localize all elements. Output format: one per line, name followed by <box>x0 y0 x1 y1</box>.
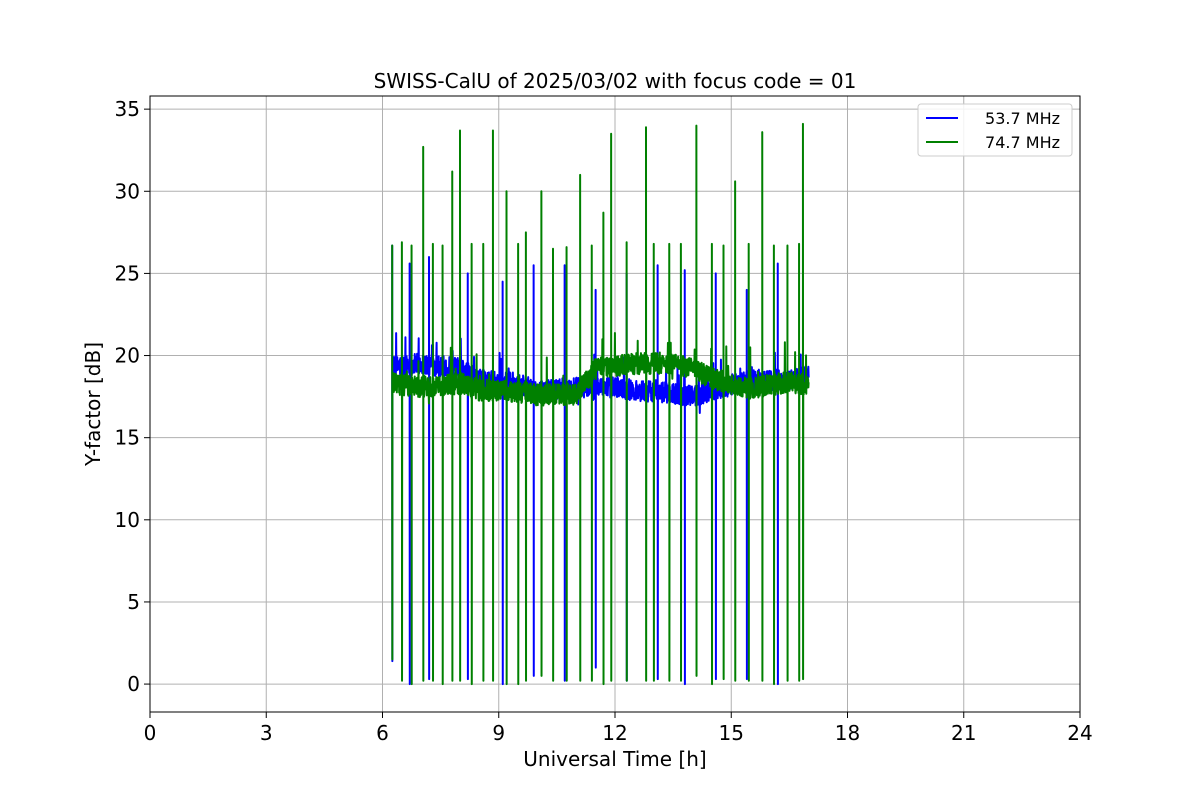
x-tick-label: 15 <box>719 721 744 745</box>
ticks: 0 3 6 9 12 15 18 21 24 0 5 10 15 20 25 30 35 <box>115 97 1093 745</box>
x-tick-label: 24 <box>1067 721 1092 745</box>
y-tick-label: 0 <box>127 672 140 696</box>
plot-area <box>391 122 810 686</box>
y-tick-label: 15 <box>115 426 140 450</box>
y-tick-label: 20 <box>115 344 140 368</box>
x-tick-label: 12 <box>602 721 627 745</box>
x-tick-label: 6 <box>376 721 389 745</box>
y-tick-label: 35 <box>115 97 140 121</box>
y-axis-label: Y-factor [dB] <box>81 342 105 467</box>
chart-title: SWISS-CalU of 2025/03/02 with focus code… <box>374 69 857 93</box>
series-line-2 <box>391 122 810 686</box>
y-tick-label: 25 <box>115 261 140 285</box>
x-tick-label: 21 <box>951 721 976 745</box>
y-tick-label: 5 <box>127 590 140 614</box>
legend-label: 53.7 MHz <box>985 109 1060 128</box>
x-tick-label: 9 <box>492 721 505 745</box>
x-tick-label: 18 <box>835 721 860 745</box>
x-tick-label: 3 <box>260 721 273 745</box>
y-tick-label: 10 <box>115 508 140 532</box>
legend-label: 74.7 MHz <box>985 133 1060 152</box>
x-tick-label: 0 <box>144 721 157 745</box>
y-tick-label: 30 <box>115 179 140 203</box>
x-axis-label: Universal Time [h] <box>523 747 706 771</box>
legend: 53.7 MHz 74.7 MHz <box>917 103 1073 157</box>
